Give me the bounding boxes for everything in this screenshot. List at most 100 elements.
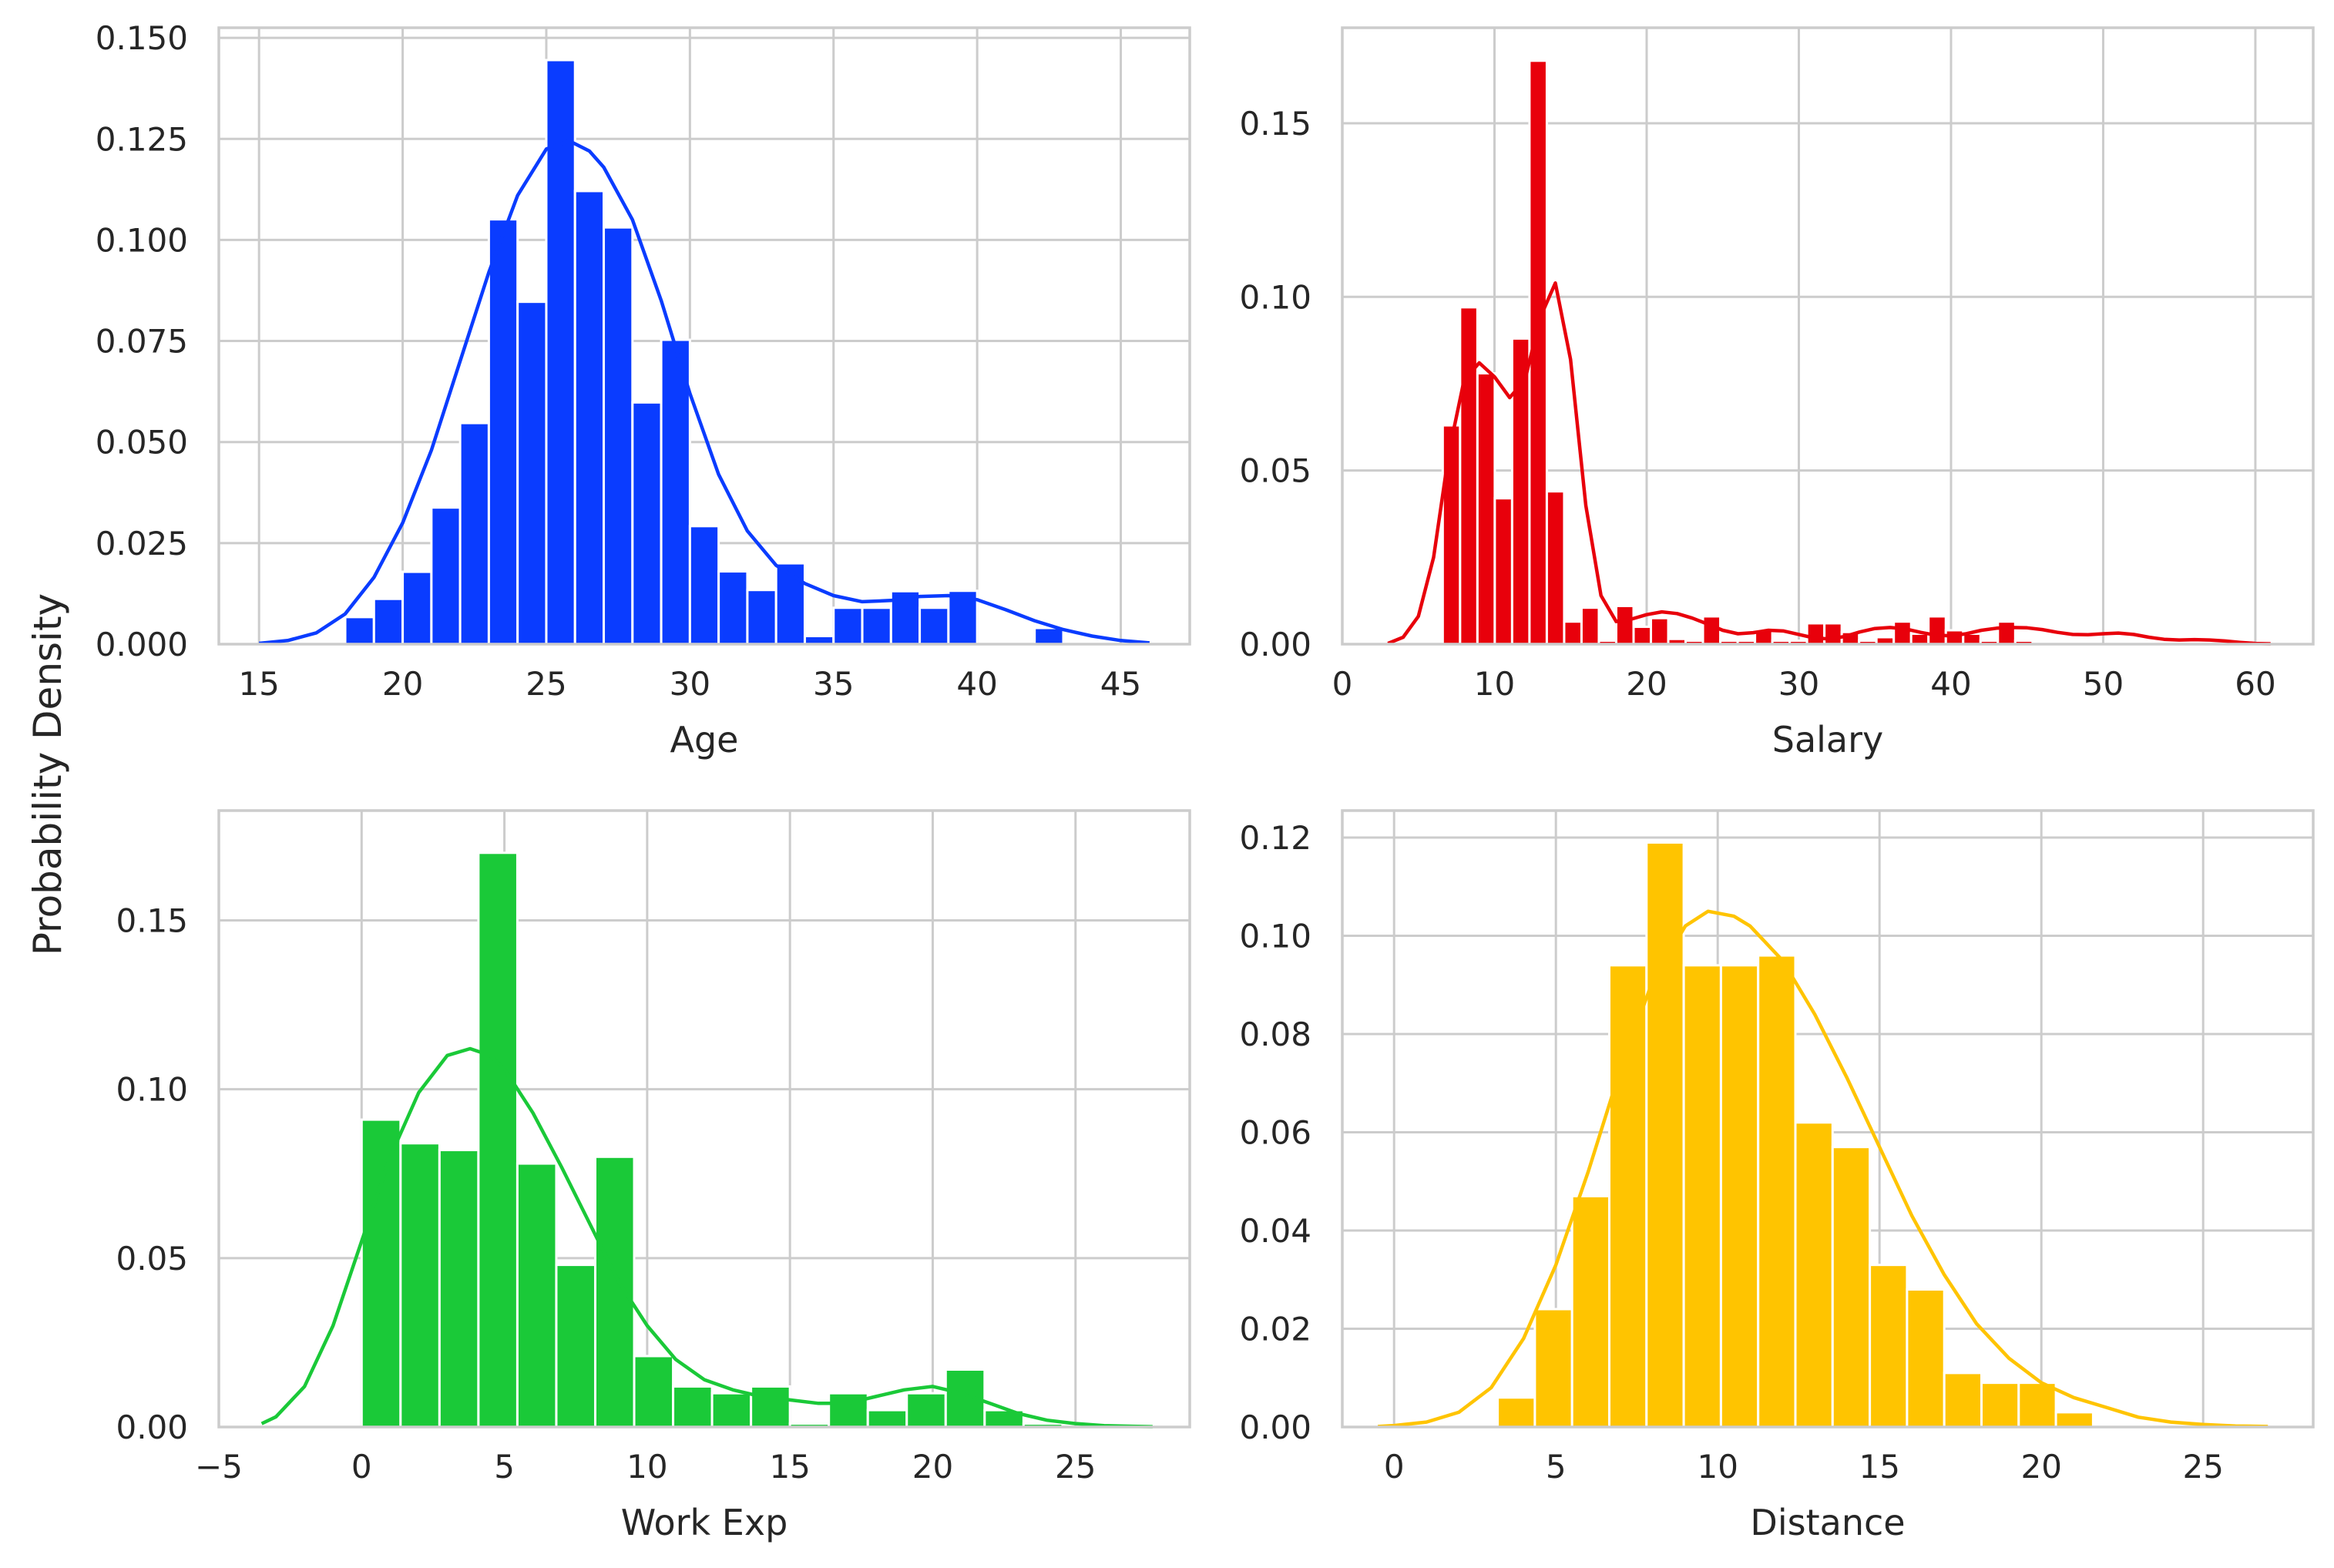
histogram-bar — [1684, 965, 1721, 1427]
histogram-bar — [633, 402, 661, 644]
histogram-bar — [517, 1163, 556, 1427]
x-tick-label: −5 — [195, 1448, 243, 1486]
histogram-bar — [1477, 373, 1495, 644]
x-tick-label: 40 — [956, 665, 997, 703]
histogram-bar — [1546, 492, 1564, 644]
histogram-bar — [556, 1265, 596, 1427]
histogram-bar — [1982, 1383, 2019, 1427]
shared-y-axis-label: Probability Density — [25, 593, 70, 955]
x-tick-label: 60 — [2235, 665, 2275, 703]
y-tick-label: 0.10 — [1239, 278, 1311, 316]
x-tick-label: 30 — [1778, 665, 1819, 703]
histogram-bar — [661, 340, 690, 644]
y-tick-label: 0.05 — [116, 1240, 188, 1278]
histogram-bar — [690, 526, 718, 644]
histogram-bar — [712, 1393, 751, 1427]
histogram-bar — [2019, 1383, 2056, 1427]
histogram-bar — [747, 590, 776, 644]
x-axis-label: Age — [670, 719, 739, 760]
histogram-bar — [1929, 616, 1946, 644]
histogram-bar — [1616, 606, 1634, 644]
y-tick-label: 0.05 — [1239, 452, 1311, 490]
x-tick-label: 30 — [670, 665, 710, 703]
histogram-bar — [1535, 1309, 1572, 1427]
histogram-bar — [673, 1386, 713, 1427]
histogram-bar — [1634, 626, 1651, 644]
histogram-bar — [1795, 1123, 1832, 1427]
x-axis-label: Salary — [1772, 719, 1884, 760]
histogram-bar — [1944, 1373, 1981, 1427]
histogram-bar — [2056, 1412, 2093, 1427]
histogram-bar — [1564, 622, 1582, 644]
x-tick-label: 20 — [912, 1448, 953, 1486]
histogram-bar — [439, 1150, 479, 1427]
y-tick-label: 0.06 — [1239, 1114, 1311, 1152]
histogram-bar — [361, 1120, 401, 1427]
x-tick-label: 25 — [526, 665, 566, 703]
histogram-bar — [1998, 622, 2016, 644]
histogram-bar — [1703, 616, 1721, 644]
y-tick-label: 0.04 — [1239, 1212, 1311, 1250]
histogram-bar — [920, 608, 949, 644]
histogram-bar — [1807, 623, 1825, 644]
histogram-bar — [1460, 307, 1478, 644]
histogram-bar — [460, 423, 489, 644]
histogram-bar — [575, 191, 603, 644]
histogram-bar — [401, 1143, 440, 1427]
histogram-bar — [1572, 1196, 1609, 1427]
histogram-bar — [1442, 425, 1460, 644]
y-tick-label: 0.150 — [96, 19, 188, 57]
y-tick-label: 0.000 — [96, 626, 188, 663]
x-tick-label: 20 — [2020, 1448, 2061, 1486]
y-tick-label: 0.00 — [1239, 626, 1311, 663]
y-tick-label: 0.050 — [96, 424, 188, 462]
x-tick-label: 50 — [2083, 665, 2124, 703]
y-tick-label: 0.15 — [116, 902, 188, 939]
y-tick-label: 0.15 — [1239, 105, 1311, 143]
x-tick-label: 10 — [626, 1448, 667, 1486]
x-tick-label: 10 — [1474, 665, 1515, 703]
y-tick-label: 0.02 — [1239, 1311, 1311, 1348]
x-axis-label: Work Exp — [621, 1502, 788, 1543]
x-tick-label: 40 — [1930, 665, 1971, 703]
x-tick-label: 15 — [769, 1448, 810, 1486]
y-tick-label: 0.025 — [96, 525, 188, 562]
histogram-bar — [1911, 633, 1929, 644]
y-tick-label: 0.00 — [1239, 1409, 1311, 1446]
y-tick-label: 0.10 — [116, 1071, 188, 1109]
histogram-bar — [595, 1157, 634, 1427]
x-tick-label: 25 — [2182, 1448, 2223, 1486]
histogram-bar — [518, 302, 546, 644]
x-tick-label: 5 — [494, 1448, 515, 1486]
histogram-bar — [1907, 1290, 1944, 1427]
histogram-bar — [1825, 623, 1842, 644]
histogram-bar — [1870, 1265, 1907, 1427]
y-tick-label: 0.100 — [96, 221, 188, 259]
x-axis-label: Distance — [1750, 1502, 1905, 1543]
x-tick-label: 5 — [1546, 1448, 1567, 1486]
histogram-bar — [1832, 1147, 1869, 1427]
y-tick-label: 0.075 — [96, 323, 188, 361]
y-tick-label: 0.125 — [96, 120, 188, 158]
histogram-bar — [1758, 955, 1795, 1427]
histogram-bar — [834, 608, 862, 644]
histogram-bar — [479, 853, 518, 1427]
x-tick-label: 25 — [1055, 1448, 1096, 1486]
histogram-bar — [1721, 965, 1758, 1427]
histogram-bar — [1495, 499, 1513, 644]
histogram-bar — [1035, 628, 1063, 644]
histogram-bar — [1894, 622, 1912, 644]
x-tick-label: 35 — [813, 665, 854, 703]
x-tick-label: 0 — [351, 1448, 372, 1486]
histogram-bar — [868, 1410, 907, 1427]
histogram-bar — [1581, 608, 1599, 644]
histogram-bar — [345, 617, 374, 644]
histogram-bar — [489, 220, 517, 644]
histogram-bar — [1610, 965, 1647, 1427]
x-tick-label: 20 — [1626, 665, 1667, 703]
histogram-bar — [1647, 842, 1684, 1427]
histogram-bar — [862, 608, 891, 644]
histogram-bar — [1498, 1398, 1535, 1427]
x-tick-label: 45 — [1100, 665, 1141, 703]
